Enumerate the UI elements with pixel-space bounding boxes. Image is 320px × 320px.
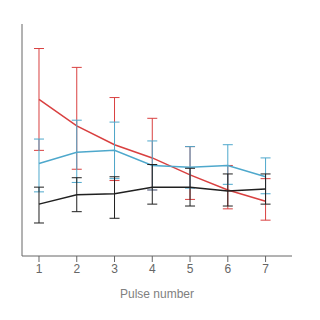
svg-text:5: 5 (187, 262, 194, 276)
svg-text:1: 1 (36, 262, 43, 276)
svg-text:2: 2 (73, 262, 80, 276)
svg-text:4: 4 (149, 262, 156, 276)
svg-text:7: 7 (262, 262, 269, 276)
svg-text:3: 3 (111, 262, 118, 276)
svg-text:Pulse number: Pulse number (120, 287, 194, 301)
svg-text:6: 6 (224, 262, 231, 276)
